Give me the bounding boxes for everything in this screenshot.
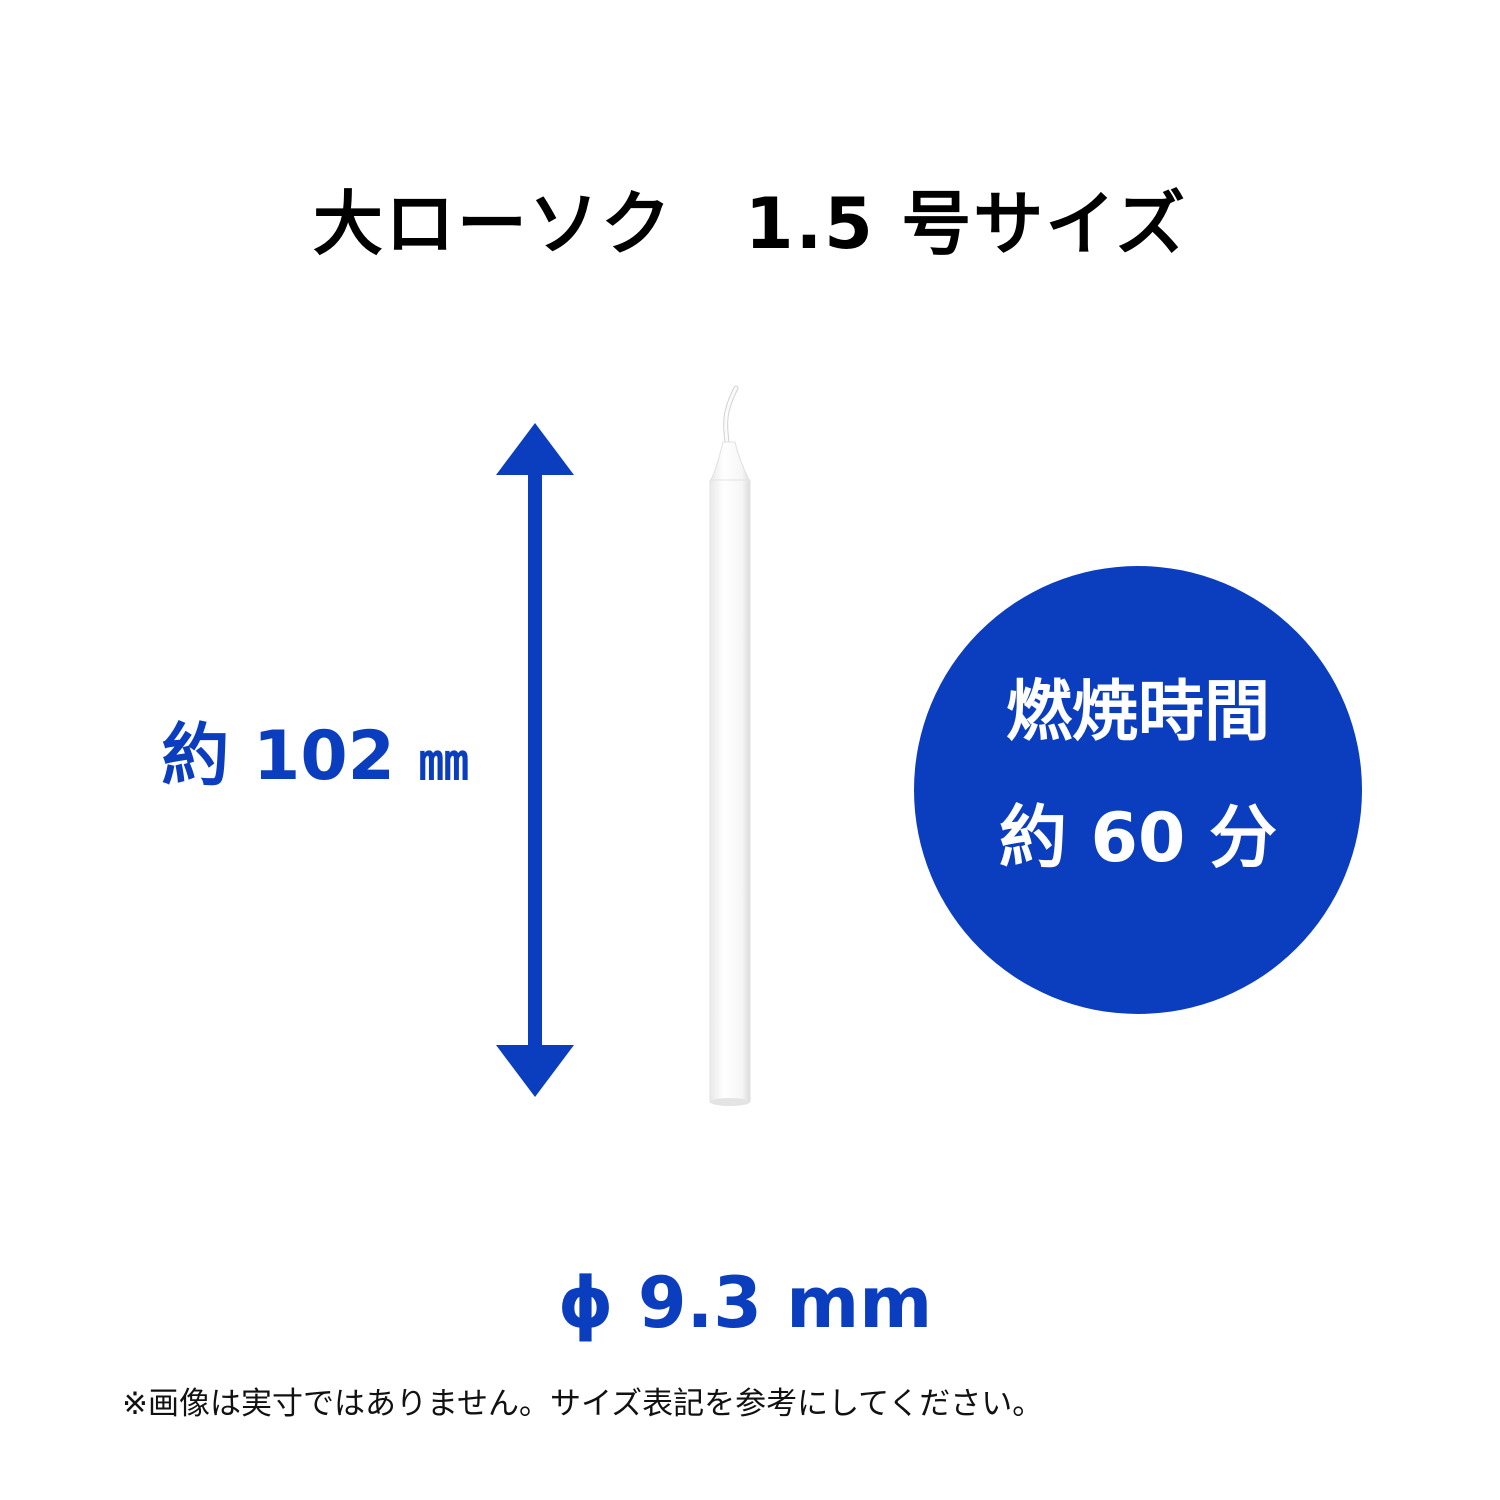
burn-time-label: 燃焼時間	[1006, 673, 1270, 750]
height-label: 約 102 ㎜	[150, 700, 480, 799]
disclaimer-note: ※画像は実寸ではありません。サイズ表記を参考にしてください。	[122, 1386, 1044, 1422]
diameter-label: ϕ 9.3 mm	[557, 1262, 933, 1344]
burn-time-value: 約 60 分	[999, 799, 1277, 878]
burn-time-badge: 燃焼時間 約 60 分	[914, 566, 1362, 1014]
product-title: 大ローソク 1.5 号サイズ	[312, 183, 1188, 265]
height-unit: ㎜	[418, 733, 469, 791]
height-arrow-icon	[496, 423, 574, 1097]
height-value: 約 102	[161, 717, 395, 796]
candle-image	[709, 385, 751, 1106]
